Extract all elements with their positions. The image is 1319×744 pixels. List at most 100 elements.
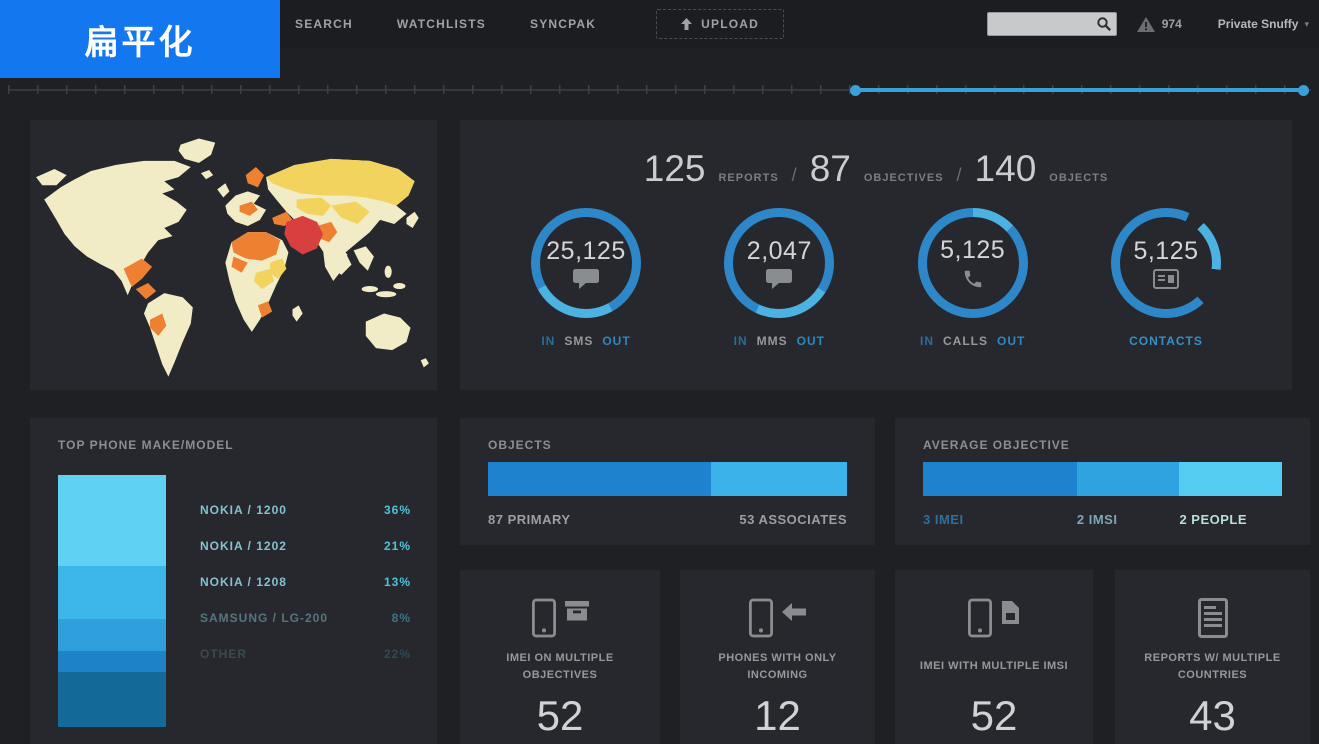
calls-out-label: OUT [996, 334, 1026, 348]
smartphone-icon [749, 598, 773, 638]
report-icon [1197, 598, 1228, 638]
calls-in-label: IN [919, 334, 934, 348]
card-value: 12 [754, 692, 801, 740]
average-objective-labels: 3 IMEI 2 IMSI 2 PEOPLE [923, 512, 1282, 527]
timeline-selected-range[interactable] [855, 88, 1305, 92]
mms-gauge-ring: 2,047 [724, 208, 835, 318]
timeline-handle-end[interactable] [1298, 84, 1309, 96]
card-label: IMEI ON MULTIPLE OBJECTIVES [506, 652, 614, 682]
card-label: REPORTS W/ MULTIPLE COUNTRIES [1144, 652, 1281, 682]
objects-title: OBJECTS [488, 438, 552, 452]
model-pct: 13% [383, 575, 411, 589]
timeline-scrubber[interactable] [0, 81, 1319, 99]
mms-gauge: 2,047 IN MMS OUT [697, 208, 861, 348]
calls-gauge-value: 5,125 [940, 236, 1006, 264]
bar-segment [923, 462, 1077, 496]
calls-gauge: 5,125 IN CALLS OUT [891, 208, 1055, 348]
objectives-label: OBJECTIVES [863, 172, 944, 184]
upload-icon [681, 18, 693, 30]
search-input[interactable] [987, 13, 1116, 35]
bar-segment [1179, 462, 1282, 496]
speech-bubble-icon [766, 269, 793, 289]
phone-model-legend: NOKIA / 1200 36% NOKIA / 1202 21% NOKIA … [200, 492, 411, 672]
sms-gauge-value: 25,125 [546, 237, 626, 265]
segment-label: 2 PEOPLE [1179, 512, 1248, 527]
phone-models-title: TOP PHONE MAKE/MODEL [58, 438, 234, 452]
topbar-right: 974 Private Snuffy ▾ [986, 12, 1309, 36]
calls-type-label: CALLS [942, 334, 988, 348]
average-objective-panel: AVERAGE OBJECTIVE 3 IMEI 2 IMSI 2 PEOPLE [895, 418, 1310, 545]
associates-label: 53 ASSOCIATES [739, 512, 847, 527]
calls-gauge-ring: 5,125 [917, 208, 1028, 318]
card-label: PHONES WITH ONLY INCOMING [718, 652, 837, 682]
objects-count: 140 [974, 148, 1037, 189]
model-label: NOKIA / 1208 [200, 575, 287, 589]
bar-segment [58, 565, 166, 619]
timeline-handle-start[interactable] [850, 84, 861, 96]
model-label: SAMSUNG / LG-200 [200, 611, 329, 625]
average-objective-title: AVERAGE OBJECTIVE [923, 438, 1070, 452]
bar-segment [58, 475, 166, 566]
model-pct: 22% [383, 647, 411, 661]
upload-label: UPLOAD [701, 17, 760, 31]
world-map [36, 138, 429, 377]
sms-in-label: IN [541, 334, 556, 348]
separator: / [956, 165, 962, 185]
phone-models-panel: TOP PHONE MAKE/MODEL NOKIA / 1200 36% NO… [30, 418, 437, 744]
average-objective-bar [923, 462, 1282, 496]
search-icon[interactable] [1096, 16, 1112, 32]
phones-only-incoming-card: PHONES WITH ONLY INCOMING 12 [680, 570, 875, 744]
legend-row: SAMSUNG / LG-200 8% [200, 600, 411, 636]
nav-item-search[interactable]: SEARCH [295, 17, 353, 31]
sms-gauge: 25,125 IN SMS OUT [504, 208, 668, 348]
world-map-panel [30, 120, 437, 390]
legend-row: NOKIA / 1200 36% [200, 492, 411, 528]
box-icon [564, 601, 589, 621]
banner-label: 扁平化 [84, 23, 196, 62]
separator: / [791, 165, 797, 185]
bar-segment [58, 671, 166, 727]
legend-row: NOKIA / 1202 21% [200, 528, 411, 564]
bar-segment [1076, 462, 1180, 496]
sim-card-icon [1002, 600, 1019, 624]
smartphone-icon [531, 598, 556, 638]
sms-out-label: OUT [602, 334, 631, 348]
bar-segment [58, 618, 166, 652]
user-name: Private Snuffy [1217, 17, 1299, 31]
model-label: NOKIA / 1200 [200, 503, 287, 517]
model-pct: 21% [383, 539, 411, 553]
objects-bar [488, 462, 847, 496]
sms-gauge-ring: 25,125 [531, 208, 641, 318]
contacts-label: CONTACTS [1129, 334, 1203, 348]
legend-row: NOKIA / 1208 13% [200, 564, 411, 600]
nav-item-watchlists[interactable]: WATCHLISTS [396, 17, 486, 31]
nav-item-syncpak[interactable]: SYNCPAK [529, 17, 597, 31]
contacts-gauge-ring: 5,125 [1110, 208, 1221, 318]
arrow-left-icon [782, 603, 806, 621]
alerts-badge[interactable]: 974 [1136, 16, 1182, 32]
warning-icon [1136, 16, 1155, 32]
sms-type-label: SMS [564, 334, 594, 348]
imei-multiple-objectives-card: IMEI ON MULTIPLE OBJECTIVES 52 [460, 570, 660, 744]
reports-count: 125 [643, 148, 706, 189]
user-menu[interactable]: Private Snuffy ▾ [1218, 17, 1309, 31]
alerts-count: 974 [1161, 17, 1182, 31]
phone-call-icon [964, 270, 981, 288]
objects-panel: OBJECTS 87 PRIMARY 53 ASSOCIATES [460, 418, 875, 545]
card-value: 52 [536, 692, 584, 740]
segment-label: 2 IMSI [1076, 512, 1118, 527]
objects-label: OBJECTS [1049, 172, 1109, 184]
chevron-down-icon: ▾ [1304, 18, 1309, 29]
contact-card-icon [1152, 269, 1179, 289]
contacts-gauge: 5,125 CONTACTS [1084, 208, 1248, 348]
stats-panel: 125 REPORTS / 87 OBJECTIVES / 140 OBJECT… [460, 120, 1292, 390]
summary-row: 125 REPORTS / 87 OBJECTIVES / 140 OBJECT… [460, 120, 1292, 190]
search-box [986, 12, 1117, 36]
phone-model-stacked-bar [58, 475, 166, 727]
upload-button[interactable]: UPLOAD [656, 9, 785, 39]
bar-segment [488, 462, 712, 496]
flat-design-banner: 扁平化 [0, 0, 280, 78]
reports-label: REPORTS [718, 172, 779, 184]
model-pct: 8% [391, 611, 411, 625]
